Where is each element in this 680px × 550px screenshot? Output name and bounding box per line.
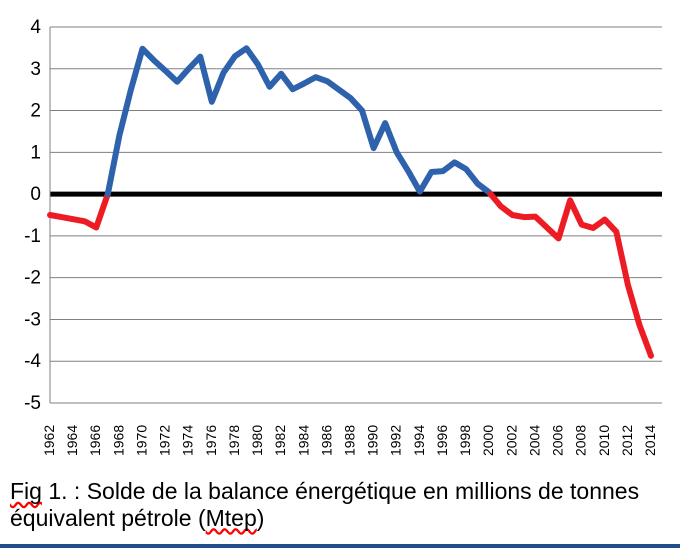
svg-text:2014: 2014 [642,425,658,456]
svg-text:1986: 1986 [318,425,334,456]
svg-text:1994: 1994 [411,425,427,456]
svg-text:2012: 2012 [619,425,635,456]
svg-text:1970: 1970 [133,425,149,456]
svg-text:2002: 2002 [503,425,519,456]
svg-text:1992: 1992 [388,425,404,456]
svg-text:3: 3 [30,59,41,80]
svg-text:1982: 1982 [272,425,288,456]
svg-text:1988: 1988 [342,425,358,456]
svg-text:1980: 1980 [249,425,265,456]
svg-text:1990: 1990 [365,425,381,456]
svg-text:1: 1 [30,142,41,163]
svg-text:2010: 2010 [596,425,612,456]
svg-text:2008: 2008 [573,425,589,456]
svg-text:2006: 2006 [550,425,566,456]
svg-text:0: 0 [30,184,41,205]
svg-text:1978: 1978 [226,425,242,456]
svg-text:1996: 1996 [434,425,450,456]
svg-text:-2: -2 [24,268,41,289]
svg-text:1998: 1998 [457,425,473,456]
svg-text:2004: 2004 [526,425,542,456]
svg-text:1972: 1972 [157,425,173,456]
svg-text:1966: 1966 [87,425,103,456]
svg-text:2: 2 [30,101,41,122]
svg-text:-5: -5 [24,393,41,414]
svg-text:2000: 2000 [480,425,496,456]
svg-text:-1: -1 [24,226,41,247]
svg-text:4: 4 [30,17,41,38]
svg-text:1974: 1974 [180,425,196,456]
svg-text:1964: 1964 [64,425,80,456]
svg-text:1962: 1962 [41,425,57,456]
svg-text:-3: -3 [24,309,41,330]
svg-text:1976: 1976 [203,425,219,456]
svg-text:1968: 1968 [110,425,126,456]
svg-text:-4: -4 [24,351,41,372]
svg-text:1984: 1984 [295,425,311,456]
